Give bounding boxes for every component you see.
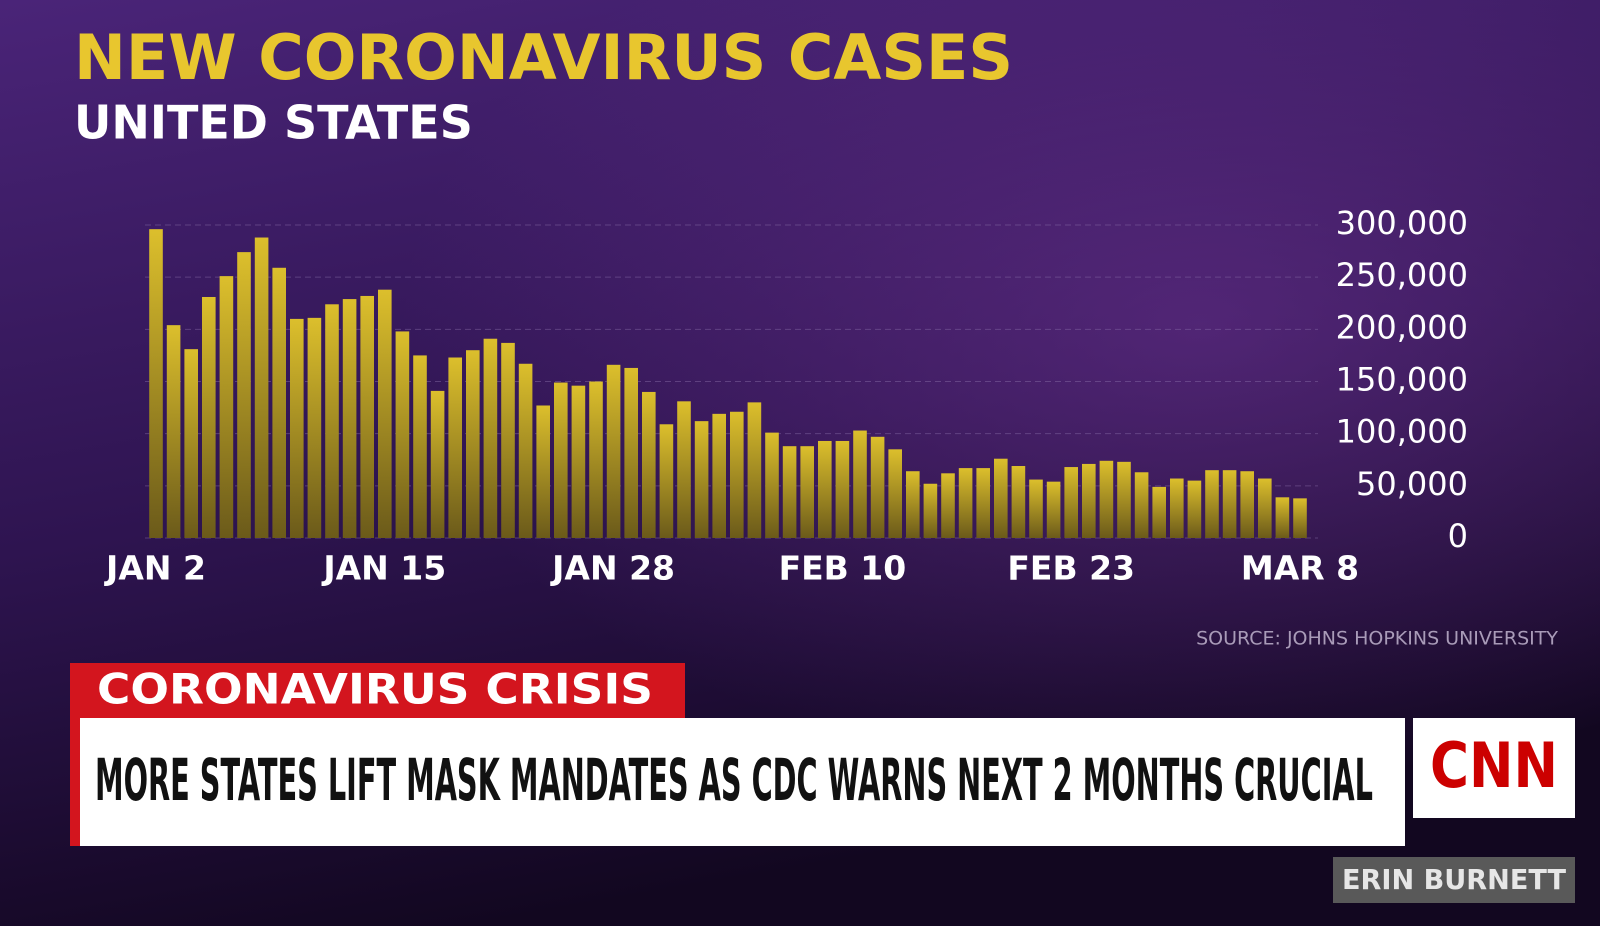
bar	[395, 331, 410, 538]
bar	[624, 367, 638, 538]
y-tick-label: 0	[1448, 517, 1468, 555]
logo-box	[1413, 718, 1575, 818]
headline: MORE STATES LIFT MASK MANDATES AS CDC WA…	[95, 746, 1373, 814]
y-tick-label: 150,000	[1336, 361, 1468, 399]
bar	[888, 449, 902, 538]
bar	[1064, 467, 1078, 538]
bar	[923, 483, 938, 538]
bar	[1275, 497, 1290, 538]
x-tick-label: MAR 8	[1241, 549, 1359, 588]
bar	[1082, 463, 1096, 538]
bar	[1222, 470, 1237, 538]
bar	[1293, 498, 1307, 538]
plot: 0 50,000 100,000 150,000 200,000 250,000 300,0…	[104, 204, 1468, 588]
bar	[730, 411, 744, 538]
y-tick-label: 200,000	[1336, 308, 1468, 346]
bar	[1240, 471, 1254, 538]
tag-text: CORONAVIRUS CRISIS	[97, 665, 653, 714]
headline-box	[80, 718, 1405, 846]
bar	[589, 381, 603, 538]
bar	[1099, 460, 1114, 538]
bar	[360, 295, 374, 538]
y-tick-label: 250,000	[1336, 256, 1468, 294]
x-tick-label: FEB 23	[1007, 549, 1135, 588]
x-tick-label: JAN 28	[550, 549, 675, 588]
x-tick-label: JAN 15	[321, 549, 446, 588]
tag-box	[70, 663, 685, 719]
bar	[571, 385, 586, 538]
bar	[1046, 481, 1061, 538]
bar	[818, 440, 832, 538]
bar	[1134, 472, 1149, 538]
bar	[1152, 486, 1166, 538]
y-tick-label: 300,000	[1336, 204, 1468, 242]
bar	[1205, 470, 1219, 538]
bar	[712, 413, 726, 538]
bar	[782, 446, 797, 538]
chart-subtitle: UNITED STATES	[74, 96, 473, 150]
bar	[694, 421, 709, 538]
bar	[466, 350, 480, 538]
bar	[307, 317, 322, 538]
anchor-name: ERIN BURNETT	[1342, 863, 1566, 896]
bar	[1011, 466, 1026, 538]
bar	[1117, 461, 1131, 538]
anchor-box	[1333, 857, 1575, 903]
bar	[870, 436, 885, 538]
y-tick-label: 50,000	[1356, 465, 1468, 503]
bar	[659, 424, 674, 538]
bar	[958, 468, 973, 538]
x-tick-label: FEB 10	[779, 549, 907, 588]
bar	[325, 304, 339, 538]
bar	[483, 338, 498, 538]
bar	[254, 237, 269, 538]
x-tick-label: JAN 2	[104, 549, 206, 588]
tag-edge	[70, 718, 80, 846]
bar	[536, 405, 550, 538]
bar	[413, 355, 427, 538]
bar	[1029, 479, 1043, 538]
bar	[290, 318, 304, 538]
bar	[1170, 478, 1184, 538]
source: SOURCE: JOHNS HOPKINS UNIVERSITY	[1196, 628, 1558, 650]
bar	[501, 342, 515, 538]
y-tick-label: 100,000	[1336, 413, 1468, 451]
bar	[518, 363, 533, 538]
bar	[747, 402, 762, 538]
bar	[765, 432, 779, 538]
bar	[237, 252, 251, 539]
bar	[378, 289, 392, 538]
bar	[1187, 480, 1202, 538]
bar	[906, 471, 920, 538]
bar	[941, 473, 955, 538]
bar	[606, 364, 621, 538]
bar	[149, 229, 163, 538]
chart-title: NEW CORONAVIRUS CASES	[74, 21, 1013, 94]
bar	[976, 468, 990, 538]
bar	[853, 430, 867, 538]
bar	[219, 276, 234, 538]
bar	[1258, 478, 1272, 538]
bar	[430, 390, 445, 538]
bar	[677, 401, 691, 538]
bar	[835, 440, 850, 538]
logo: CNN	[1430, 729, 1558, 802]
bar	[202, 296, 216, 538]
bar	[166, 325, 181, 538]
bar	[342, 299, 357, 538]
bar	[272, 267, 286, 538]
bar	[554, 382, 568, 538]
bar	[184, 349, 198, 538]
bar	[642, 391, 656, 538]
bar	[448, 357, 462, 538]
bar	[994, 458, 1008, 538]
bar	[800, 446, 814, 538]
